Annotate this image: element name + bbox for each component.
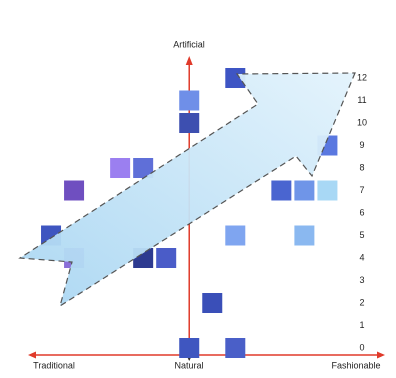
y-tick-label: 9: [359, 140, 364, 150]
point: [225, 225, 246, 246]
point: [271, 180, 292, 201]
y-tick-label: 12: [357, 72, 367, 82]
point: [179, 338, 200, 358]
y-axis-head: [185, 56, 193, 65]
x-left-label: Traditional: [33, 360, 75, 370]
y-tick-label: 0: [359, 342, 364, 352]
point: [294, 180, 315, 201]
point: [133, 158, 154, 178]
y-tick-label: 11: [357, 95, 366, 105]
point: [64, 180, 85, 201]
y-tick-label: 4: [359, 252, 364, 262]
y-tick-label: 6: [359, 207, 364, 217]
point: [179, 113, 200, 133]
point: [179, 90, 200, 111]
x-right-label: Fashionable: [331, 360, 380, 370]
x-axis-head: [377, 351, 385, 359]
y-tick-label: 8: [359, 162, 364, 172]
point: [294, 225, 315, 246]
y-tick-label: 2: [359, 297, 364, 307]
y-top-label: Artificial: [173, 39, 205, 49]
point: [110, 158, 131, 178]
y-bottom-label: Natural: [174, 360, 203, 370]
point: [225, 68, 246, 88]
trend-arrow: [18, 72, 356, 308]
point: [156, 248, 177, 268]
y-tick-label: 5: [359, 230, 364, 240]
x-axis-head: [28, 351, 36, 359]
point: [202, 293, 223, 313]
y-tick-label: 7: [359, 185, 364, 195]
y-tick-label: 1: [359, 320, 364, 330]
point: [225, 338, 246, 358]
point: [317, 180, 338, 201]
y-tick-label: 10: [357, 117, 367, 127]
y-tick-label: 3: [359, 275, 364, 285]
